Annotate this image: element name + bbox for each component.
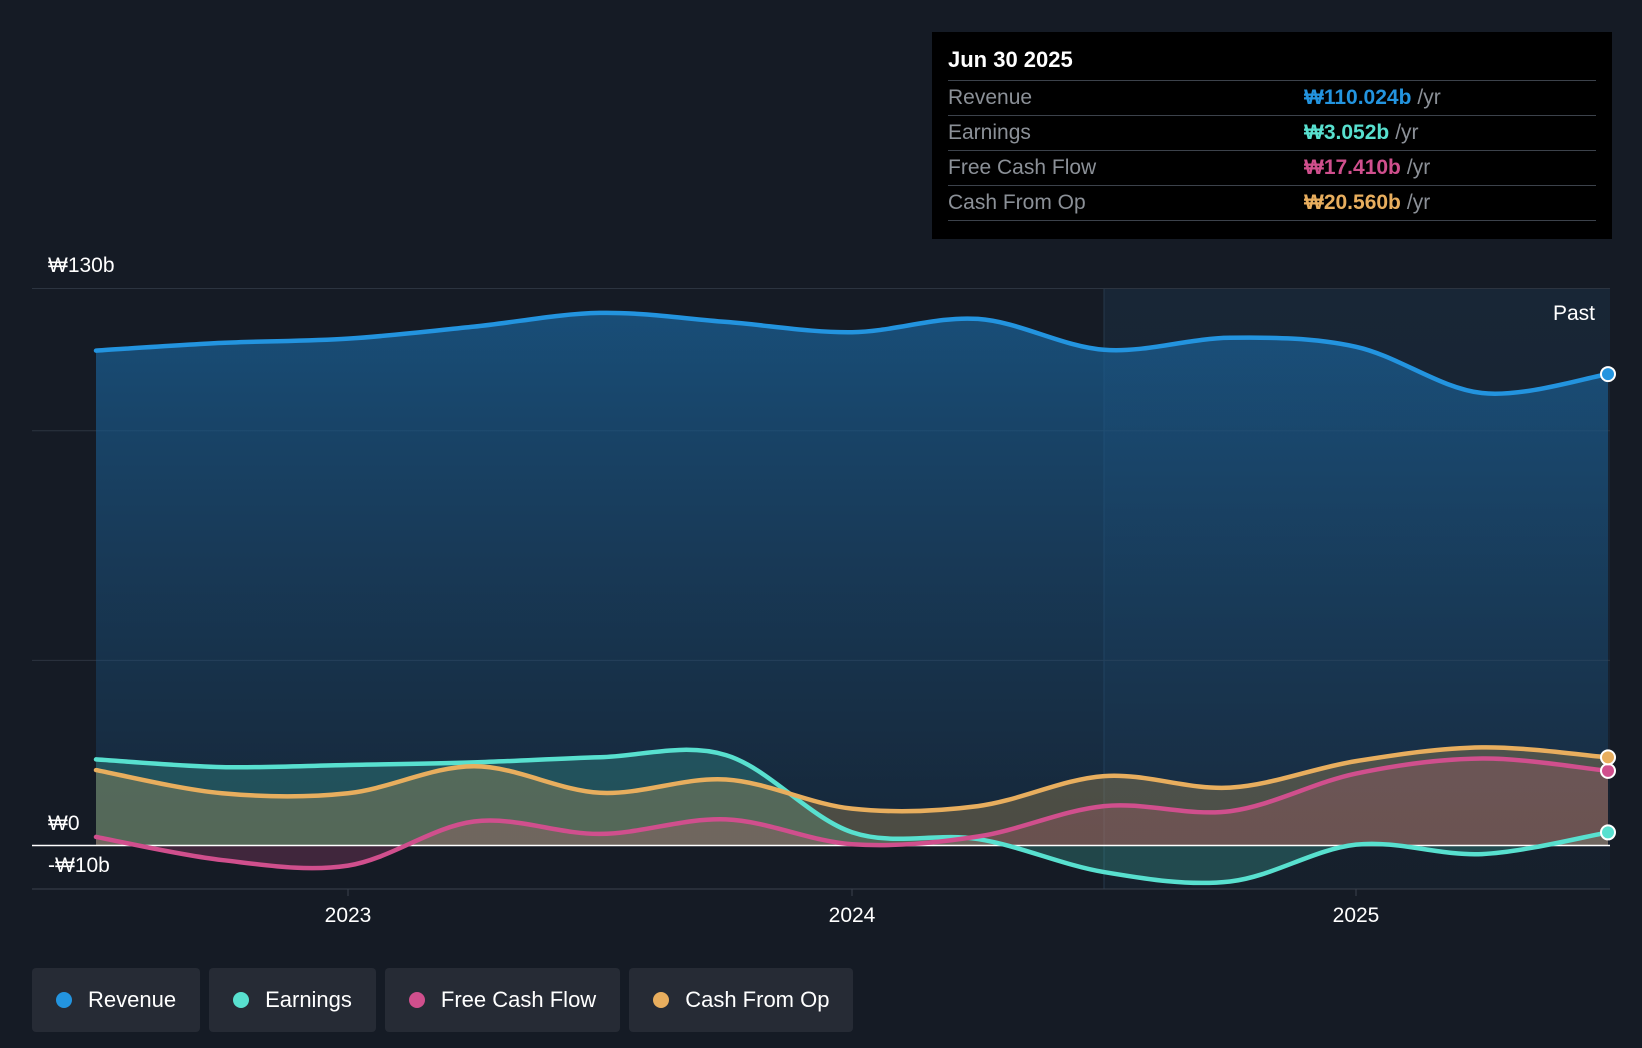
tooltip-label: Free Cash Flow bbox=[948, 156, 1097, 179]
x-tick-label: 2024 bbox=[829, 904, 876, 927]
free-cash-flow-dot-icon bbox=[408, 992, 425, 1008]
revenue-dot-icon bbox=[56, 992, 72, 1008]
tooltip-row-earnings: Earnings ₩3.052b /yr bbox=[948, 116, 1596, 151]
revenue-end-point bbox=[1600, 366, 1616, 383]
earnings-dot-icon bbox=[233, 992, 250, 1008]
revenue-area bbox=[96, 312, 1608, 846]
legend-label: Earnings bbox=[265, 987, 352, 1012]
legend: Revenue Earnings Free Cash Flow Cash Fro… bbox=[32, 968, 854, 1032]
tooltip-unit: /yr bbox=[1395, 121, 1419, 144]
x-tick-label: 2025 bbox=[1333, 904, 1380, 927]
earnings-area bbox=[96, 749, 1608, 883]
tooltip-value: ₩20.560b bbox=[1304, 191, 1401, 214]
free-cash-flow-end-point bbox=[1600, 762, 1616, 779]
revenue-line bbox=[93, 310, 1611, 396]
tooltip-unit: /yr bbox=[1417, 86, 1441, 109]
y-tick-label: ₩0 bbox=[48, 812, 80, 835]
legend-item-revenue[interactable]: Revenue bbox=[32, 968, 201, 1032]
legend-item-earnings[interactable]: Earnings bbox=[209, 968, 376, 1032]
tooltip-unit: /yr bbox=[1406, 156, 1431, 179]
cash-from-op-end-point bbox=[1600, 749, 1616, 766]
tooltip-label: Revenue bbox=[948, 86, 1033, 109]
tooltip-value: ₩3.052b bbox=[1304, 121, 1390, 144]
tooltip-row-revenue: Revenue ₩110.024b /yr bbox=[948, 81, 1596, 116]
cash-from-op-dot-icon bbox=[653, 992, 670, 1008]
legend-item-cash-from-op[interactable]: Cash From Op bbox=[629, 968, 854, 1032]
legend-label: Cash From Op bbox=[685, 987, 830, 1012]
tooltip-row-free-cash-flow: Free Cash Flow ₩17.410b /yr bbox=[948, 151, 1596, 186]
tooltip-unit: /yr bbox=[1406, 191, 1431, 214]
tooltip: Jun 30 2025 Revenue ₩110.024b /yr Earnin… bbox=[932, 32, 1612, 239]
tooltip-value: ₩110.024b bbox=[1304, 86, 1412, 109]
earnings-line bbox=[93, 747, 1611, 886]
tooltip-value: ₩17.410b bbox=[1304, 156, 1401, 179]
past-label: Past bbox=[1553, 302, 1595, 325]
earnings-end-point bbox=[1600, 824, 1616, 841]
x-tick-label: 2023 bbox=[325, 904, 372, 927]
tooltip-label: Earnings bbox=[948, 121, 1031, 144]
y-tick-label: -₩10b bbox=[48, 854, 110, 877]
tooltip-row-cash-from-op: Cash From Op ₩20.560b /yr bbox=[948, 186, 1596, 221]
legend-item-free-cash-flow[interactable]: Free Cash Flow bbox=[384, 968, 621, 1032]
legend-label: Free Cash Flow bbox=[440, 987, 597, 1012]
tooltip-date: Jun 30 2025 bbox=[948, 46, 1596, 81]
free-cash-flow-line bbox=[93, 756, 1611, 871]
y-tick-label: ₩130b bbox=[48, 254, 115, 277]
legend-label: Revenue bbox=[88, 987, 177, 1012]
tooltip-label: Cash From Op bbox=[948, 191, 1086, 214]
free-cash-flow-area bbox=[96, 758, 1608, 869]
cash-from-op-line bbox=[93, 745, 1611, 814]
